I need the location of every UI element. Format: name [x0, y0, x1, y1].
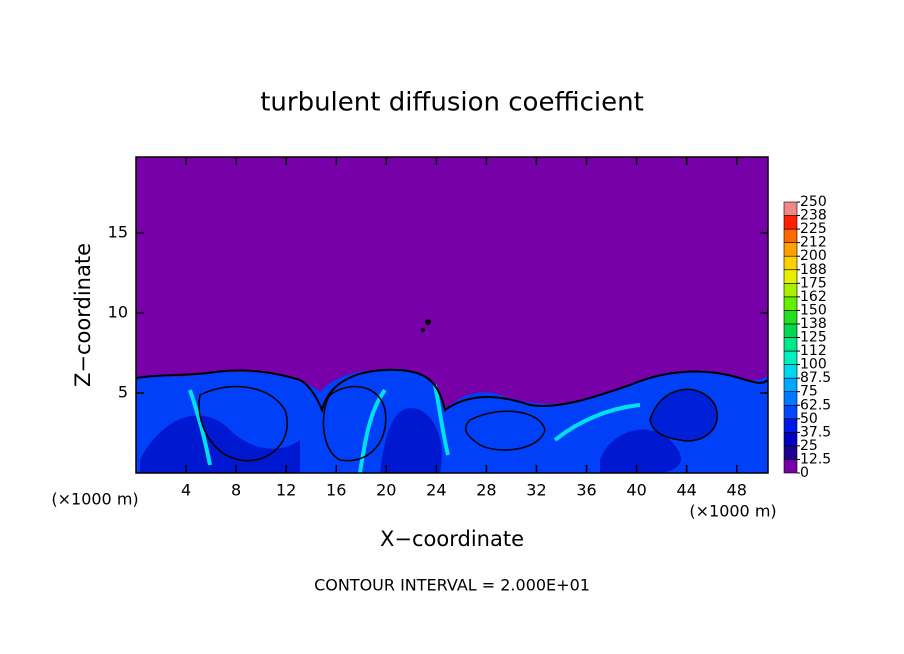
colorbar-label: 150 [800, 302, 827, 318]
colorbar-label: 100 [800, 357, 827, 373]
colorbar-label: 37.5 [800, 424, 831, 440]
colorbar-label: 138 [800, 316, 827, 332]
contour-line [421, 328, 425, 332]
colorbar-label: 200 [800, 248, 827, 264]
colorbar-label: 62.5 [800, 397, 831, 413]
x-tick-label: 44 [676, 481, 696, 500]
colorbar-label: 212 [800, 235, 827, 251]
colorbar-label: 75 [800, 384, 818, 400]
colorbar-segment [783, 323, 798, 338]
colorbar-segment [783, 255, 798, 271]
colorbar-label: 25 [800, 438, 818, 454]
colorbar-label: 175 [800, 275, 827, 291]
colorbar-segment [783, 377, 798, 392]
colorbar-segment [783, 282, 798, 298]
y-tick-label: 15 [108, 223, 128, 242]
colorbar-label: 162 [800, 289, 827, 305]
x-unit-label: (×1000 m) [689, 502, 776, 521]
field-region [649, 388, 718, 442]
x-tick-label: 24 [426, 481, 446, 500]
colorbar-segment [783, 337, 798, 352]
colorbar-segment [783, 459, 798, 474]
colorbar-segment [783, 391, 798, 406]
contour-line [135, 368, 769, 414]
colorbar-segment [783, 296, 798, 311]
plot-frame [135, 156, 769, 474]
colorbar-segment [783, 201, 798, 216]
colorbar-segment [783, 228, 798, 243]
field [135, 156, 769, 474]
colorbar-label: 87.5 [800, 370, 831, 386]
field-region [380, 408, 442, 473]
y-tick-label: 5 [118, 383, 128, 402]
field-region [600, 429, 681, 473]
x-tick-label: 4 [181, 481, 191, 500]
colorbar-segment [783, 364, 798, 379]
colorbar-segment [783, 404, 798, 420]
y-tick-label: 10 [108, 303, 128, 322]
colorbar-segment [783, 215, 798, 230]
colorbar-label: 0 [800, 465, 809, 481]
colorbar-label: 238 [800, 208, 827, 224]
x-tick-label: 32 [526, 481, 546, 500]
colorbar-label: 225 [800, 221, 827, 237]
colorbar-label: 250 [800, 194, 827, 210]
x-tick-label: 16 [326, 481, 346, 500]
x-tick-label: 12 [276, 481, 296, 500]
y-axis-label: Z−coordinate [71, 243, 95, 387]
colorbar-label: 188 [800, 262, 827, 278]
contour-note: CONTOUR INTERVAL = 2.000E+01 [314, 576, 590, 595]
colorbar-segment [783, 269, 798, 284]
x-tick-label: 8 [231, 481, 241, 500]
colorbar-segment [783, 432, 798, 447]
colorbar-label: 50 [800, 411, 818, 427]
x-unit-label: (×1000 m) [51, 490, 138, 509]
contour-line [198, 385, 546, 462]
colorbar-label: 112 [800, 343, 827, 359]
x-axis-label: X−coordinate [380, 527, 524, 551]
x-tick-label: 40 [626, 481, 646, 500]
colorbar-segment [783, 310, 798, 325]
colorbar-label: 125 [800, 330, 827, 346]
x-tick-label: 28 [476, 481, 496, 500]
colorbar-segment [783, 350, 798, 365]
colorbar-segment [783, 445, 798, 460]
colorbar-segment [783, 242, 798, 257]
x-tick-label: 48 [727, 481, 747, 500]
chart-title: turbulent diffusion coefficient [260, 88, 644, 118]
x-tick-label: 36 [576, 481, 596, 500]
colorbar-segment [783, 418, 798, 433]
x-tick-label: 20 [376, 481, 396, 500]
field-streak [188, 384, 641, 474]
contour-line [425, 319, 431, 325]
colorbar-label: 12.5 [800, 451, 831, 467]
